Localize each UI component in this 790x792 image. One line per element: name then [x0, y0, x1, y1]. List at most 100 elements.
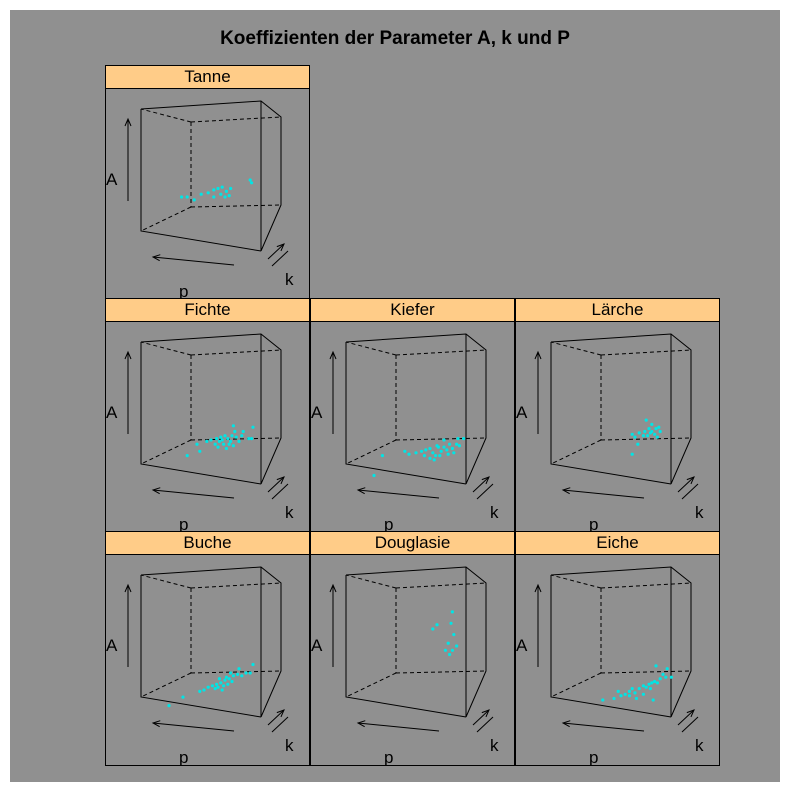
axis-label-A: A: [106, 170, 118, 189]
data-point: [654, 427, 658, 431]
data-point: [641, 692, 645, 696]
data-point: [212, 188, 216, 192]
data-point: [616, 689, 620, 693]
data-point: [435, 444, 439, 448]
axis-arrow-k-head: [481, 709, 490, 718]
data-point: [627, 689, 631, 693]
panel-strip-label: Fichte: [106, 299, 309, 322]
data-point: [428, 446, 432, 451]
axis-arrow-k: [267, 243, 285, 260]
data-point: [648, 687, 652, 691]
data-point: [438, 454, 442, 458]
data-point: [219, 192, 223, 196]
axis-arrow-A-head: [329, 350, 337, 360]
box-edge: [140, 206, 192, 232]
data-point: [223, 434, 227, 438]
data-point: [205, 439, 209, 443]
data-point: [450, 446, 454, 451]
data-point: [231, 674, 235, 678]
data-point: [216, 685, 220, 689]
axis-arrow-k: [472, 709, 490, 726]
data-point: [630, 432, 634, 436]
data-point: [446, 452, 450, 456]
data-point: [247, 437, 251, 441]
data-point: [220, 185, 224, 189]
data-point: [198, 689, 202, 693]
data-point: [452, 633, 456, 637]
panel-strip-label: Douglasie: [311, 532, 514, 555]
axis-arrow-k-head: [276, 709, 285, 718]
axis-arrow-p: [152, 489, 235, 499]
data-point: [227, 194, 231, 198]
panel-strip-label: Tanne: [106, 66, 309, 89]
data-point: [230, 679, 234, 684]
box-edge: [550, 575, 672, 718]
data-point: [455, 442, 459, 446]
axis-arrow-p-head: [356, 720, 366, 728]
chart-title: Koeffizienten der Parameter A, k und P: [220, 28, 570, 49]
axis-arrow-k: [677, 476, 695, 493]
data-point: [653, 432, 657, 436]
data-point: [658, 677, 662, 681]
data-point: [664, 675, 668, 679]
axis-label-k: k: [490, 736, 499, 755]
data-point: [455, 644, 459, 648]
axis-arrow-A-head: [124, 117, 132, 127]
panel-plot: Ap k: [311, 333, 499, 533]
axis-arrow-k: [472, 476, 490, 493]
axis-arrow-p: [562, 722, 645, 732]
axis-arrow-k2: [476, 483, 494, 500]
data-point: [198, 449, 202, 453]
axis-arrow-p-head: [561, 487, 571, 495]
data-point: [206, 191, 210, 195]
data-point: [215, 682, 219, 686]
data-point: [431, 627, 435, 631]
data-point: [229, 439, 233, 443]
data-point: [623, 692, 627, 696]
data-point: [244, 671, 248, 675]
axis-label-k: k: [490, 503, 499, 522]
box-edge: [140, 439, 192, 465]
data-point: [428, 456, 432, 460]
data-point: [251, 425, 255, 429]
data-point: [220, 688, 224, 692]
data-point: [612, 696, 616, 701]
data-point: [227, 677, 231, 681]
data-point: [212, 195, 216, 199]
data-point: [647, 682, 651, 686]
data-point: [442, 438, 446, 442]
data-point: [199, 192, 203, 196]
data-point: [216, 445, 220, 449]
data-point: [651, 698, 655, 702]
box-edge: [190, 349, 282, 356]
axis-label-p: p: [384, 748, 393, 766]
data-point: [233, 429, 237, 434]
axis-label-p: p: [384, 515, 393, 533]
data-point: [236, 672, 240, 676]
data-point: [452, 451, 456, 455]
data-point: [657, 425, 661, 429]
box-edge: [395, 670, 487, 674]
axis-arrow-p-head: [151, 720, 161, 728]
data-point: [167, 704, 171, 708]
data-point: [443, 648, 447, 652]
data-point: [654, 664, 658, 668]
axis-label-p: p: [589, 515, 598, 533]
data-point: [224, 675, 228, 679]
data-point: [456, 437, 460, 441]
box-edge: [190, 116, 282, 123]
data-point: [457, 444, 461, 448]
data-point: [217, 439, 221, 443]
axis-arrow-k: [677, 709, 695, 726]
box-edge: [345, 672, 397, 698]
box-edge: [345, 333, 487, 485]
data-point: [222, 684, 226, 688]
data-point: [372, 473, 376, 478]
box-edge: [550, 333, 692, 485]
data-point: [658, 429, 662, 434]
data-point: [223, 678, 227, 682]
axis-arrow-A-head: [534, 350, 542, 360]
